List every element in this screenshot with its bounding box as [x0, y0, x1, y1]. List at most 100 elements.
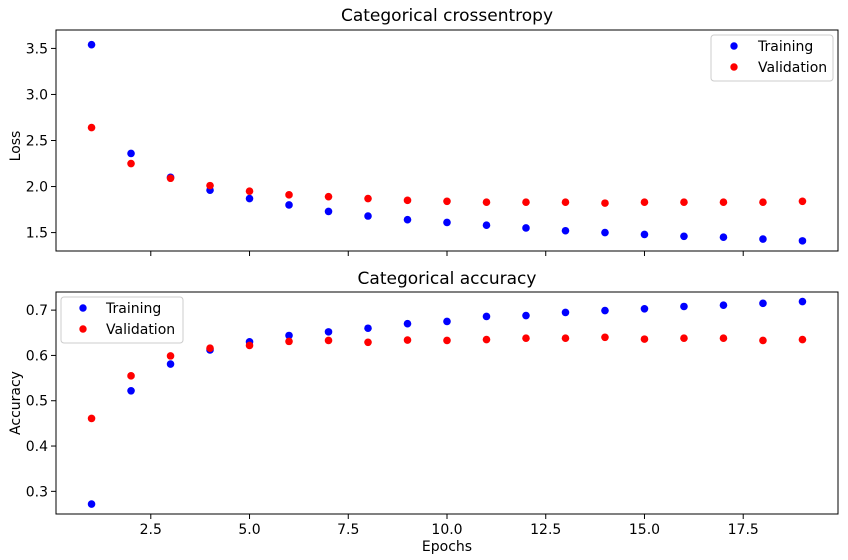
accuracy-validation-point — [324, 336, 333, 345]
accuracy-xtick-label: 2.5 — [140, 522, 162, 538]
accuracy-xtick-label: 12.5 — [530, 522, 561, 538]
accuracy-xtick-label: 15.0 — [629, 522, 660, 538]
accuracy-training-point — [522, 311, 530, 320]
loss-points — [87, 40, 807, 245]
loss-training-point — [759, 235, 767, 243]
loss-validation-point — [443, 197, 451, 206]
loss-training-point — [285, 201, 293, 209]
loss-training-point — [680, 232, 688, 241]
loss-validation-point — [601, 199, 609, 207]
accuracy-training-point — [798, 297, 807, 306]
accuracy-validation-point — [403, 336, 412, 344]
accuracy-ytick-label: 0.5 — [26, 394, 48, 410]
loss-training-point — [403, 215, 412, 224]
loss-legend-validation-label: Validation — [758, 60, 827, 76]
loss-validation-point — [798, 197, 807, 206]
accuracy-validation-point — [245, 341, 254, 350]
accuracy-validation-point — [601, 333, 609, 342]
loss-validation-point — [522, 198, 530, 206]
loss-training-point — [324, 207, 333, 216]
accuracy-validation-point — [285, 337, 293, 346]
loss-validation-point — [245, 187, 254, 195]
accuracy-validation-point — [759, 336, 767, 345]
accuracy-training-point — [127, 386, 135, 395]
loss-ytick-label: 2.5 — [26, 134, 48, 150]
accuracy-validation-point — [364, 338, 372, 347]
accuracy-validation-point — [127, 372, 135, 380]
accuracy-legend-training-label: Training — [105, 301, 161, 317]
accuracy-training-point — [324, 328, 333, 336]
accuracy-training-point — [759, 299, 767, 308]
loss-training-point — [601, 228, 609, 237]
accuracy-ytick-label: 0.6 — [26, 348, 48, 364]
loss-validation-point — [87, 123, 96, 132]
accuracy-legend-validation-marker — [79, 325, 87, 333]
accuracy-tick-group: 2.5 5.0 7.5 10.0 12.5 15.0 17.5 0.3 0.4 0.5 0.6 0.7 — [26, 303, 759, 538]
accuracy-training-point — [719, 301, 728, 309]
accuracy-title: Categorical accuracy — [358, 269, 537, 289]
accuracy-validation-point — [640, 335, 649, 343]
loss-training-point — [245, 194, 254, 203]
loss-ytick-label: 2.0 — [26, 180, 48, 196]
accuracy-validation-point — [166, 352, 175, 360]
loss-training-point — [364, 212, 372, 220]
loss-validation-point — [482, 198, 491, 206]
loss-training-point — [719, 233, 728, 241]
loss-training-point — [482, 221, 491, 230]
accuracy-legend: Training Validation — [60, 296, 184, 344]
loss-legend-validation-marker — [730, 63, 738, 71]
loss-legend-training-label: Training — [757, 39, 813, 55]
loss-validation-point — [127, 159, 135, 168]
loss-legend-box — [710, 34, 834, 82]
accuracy-validation-point — [561, 334, 570, 343]
accuracy-training-point — [87, 500, 96, 508]
accuracy-training-point — [364, 324, 372, 333]
loss-validation-point — [206, 181, 214, 190]
loss-validation-point — [561, 198, 570, 206]
loss-ytick-label: 3.5 — [26, 41, 48, 57]
loss-training-point — [798, 237, 807, 245]
accuracy-training-point — [285, 331, 293, 340]
loss-training-point — [561, 226, 570, 235]
accuracy-training-point — [640, 304, 649, 313]
loss-ytick-label: 3.0 — [26, 87, 48, 103]
loss-validation-point — [680, 198, 688, 206]
loss-training-point — [87, 40, 96, 49]
loss-validation-point — [640, 198, 649, 206]
accuracy-validation-point — [206, 344, 214, 352]
accuracy-ytick-label: 0.3 — [26, 484, 48, 500]
accuracy-xtick-label: 7.5 — [337, 522, 359, 538]
accuracy-legend-training-marker — [79, 304, 87, 312]
loss-legend-training-marker — [730, 42, 738, 50]
accuracy-validation-point — [798, 335, 807, 344]
loss-training-point — [522, 224, 530, 232]
accuracy-ytick-label: 0.4 — [26, 439, 48, 455]
accuracy-ylabel: Accuracy — [8, 371, 24, 435]
accuracy-xtick-label: 5.0 — [238, 522, 260, 538]
loss-validation-point — [324, 192, 333, 201]
accuracy-ytick-label: 0.7 — [26, 303, 48, 319]
loss-axes-frame — [55, 29, 839, 252]
accuracy-legend-validation-label: Validation — [106, 322, 175, 338]
loss-validation-point — [364, 194, 372, 203]
loss-training-point — [443, 218, 451, 227]
accuracy-xtick-label: 17.5 — [728, 522, 759, 538]
accuracy-validation-point — [443, 336, 451, 345]
accuracy-axes-frame — [55, 291, 839, 515]
accuracy-validation-point — [522, 334, 530, 343]
loss-validation-point — [285, 191, 293, 199]
loss-validation-point — [759, 198, 767, 206]
accuracy-training-point — [680, 302, 688, 311]
loss-ylabel: Loss — [8, 131, 24, 162]
accuracy-training-point — [403, 319, 412, 328]
accuracy-validation-point — [87, 414, 96, 423]
loss-tick-group: 1.5 2.0 2.5 3.0 3.5 — [26, 41, 744, 256]
accuracy-panel: Categorical accuracy Accuracy Epochs 2.5… — [8, 269, 839, 555]
accuracy-validation-point — [482, 335, 491, 344]
accuracy-validation-point — [680, 334, 688, 343]
loss-validation-point — [403, 196, 412, 205]
loss-validation-point — [166, 174, 175, 183]
accuracy-training-point — [601, 306, 609, 315]
accuracy-training-point — [166, 360, 175, 368]
